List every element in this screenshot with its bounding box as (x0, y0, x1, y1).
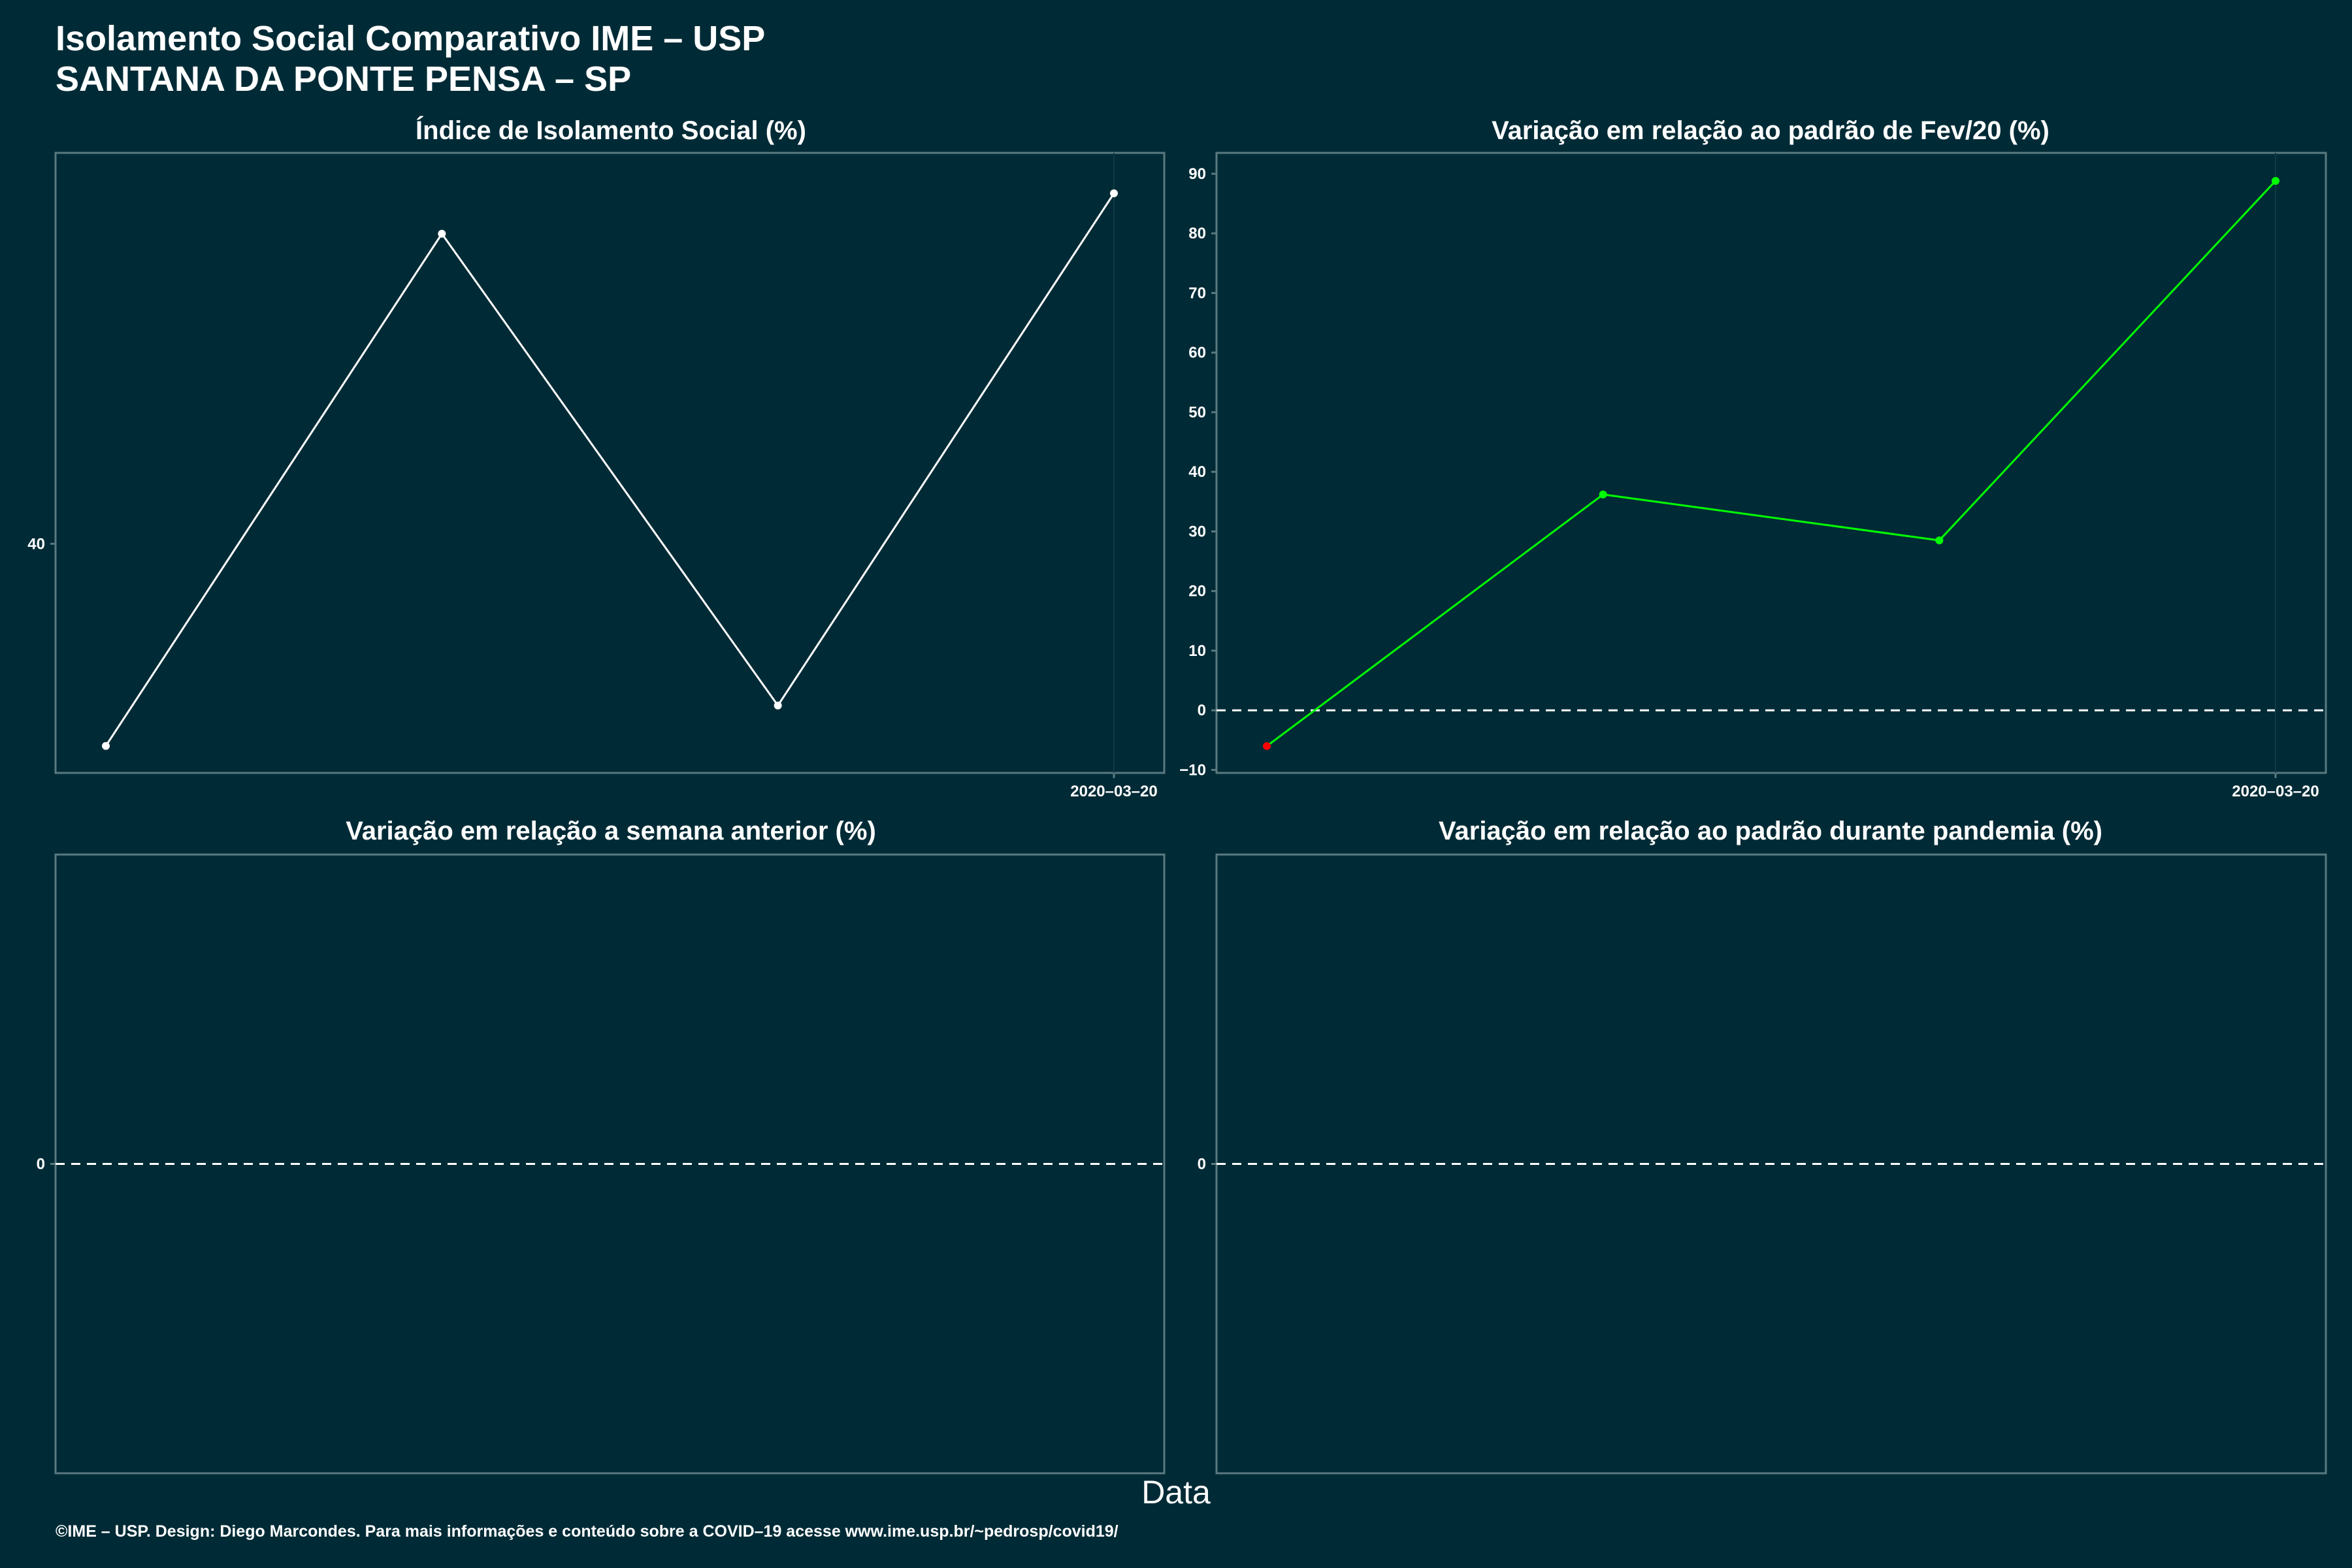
y-tick-label: 10 (1188, 642, 1206, 660)
y-tick-label: 40 (27, 535, 45, 553)
data-point (1599, 490, 1607, 498)
chart-main-title: Isolamento Social Comparativo IME – USP … (56, 18, 765, 99)
panel-title-variation-week: Variação em relação a semana anterior (%… (346, 817, 876, 845)
y-tick-label: 60 (1188, 344, 1206, 362)
y-tick-label: 50 (1188, 404, 1206, 421)
main-title-line2: SANTANA DA PONTE PENSA – SP (56, 59, 632, 99)
panel-title-isolation-index: Índice de Isolamento Social (%) (416, 116, 806, 145)
y-tick-label: 70 (1188, 284, 1206, 302)
data-point (1263, 742, 1271, 750)
panel-3: 0 (37, 853, 1166, 1475)
data-point (1935, 536, 1944, 545)
y-tick-label: −10 (1179, 761, 1206, 779)
panel-2: −10 0 10 20 30 40 50 60 70 80 90 2020–03–20 (1179, 152, 2327, 800)
panel-4: 0 (1198, 853, 2327, 1475)
x-tick-label: 2020–03–20 (1070, 783, 1157, 800)
y-tick-label: 0 (37, 1156, 45, 1173)
y-tick-label: 0 (1198, 1156, 1206, 1173)
x-axis-title: Data (1141, 1474, 1211, 1511)
panel-border (1215, 152, 2327, 774)
panel-title-variation-feb: Variação em relação ao padrão de Fev/20 … (1492, 116, 2050, 145)
y-tick-label: 30 (1188, 523, 1206, 540)
series-line (1266, 180, 2277, 747)
data-point (774, 701, 782, 710)
series-line (105, 193, 1115, 747)
footer-caption: ©IME – USP. Design: Diego Marcondes. Par… (56, 1522, 1119, 1541)
panel-title-variation-pandemic: Variação em relação ao padrão durante pa… (1439, 817, 2102, 845)
y-tick-label: 40 (1188, 463, 1206, 481)
panel-1: 40 2020–03–20 (27, 152, 1166, 800)
panel-border (54, 152, 1166, 774)
y-tick-label: 90 (1188, 165, 1206, 183)
data-point (2272, 176, 2279, 185)
data-point (1110, 189, 1118, 197)
data-point (102, 742, 110, 750)
y-tick-label: 80 (1188, 225, 1206, 242)
y-tick-label: 0 (1198, 702, 1206, 719)
y-tick-label: 20 (1188, 583, 1206, 600)
x-tick-label: 2020–03–20 (2232, 783, 2319, 800)
data-point (438, 229, 446, 238)
main-title-line1: Isolamento Social Comparativo IME – USP (56, 19, 766, 58)
